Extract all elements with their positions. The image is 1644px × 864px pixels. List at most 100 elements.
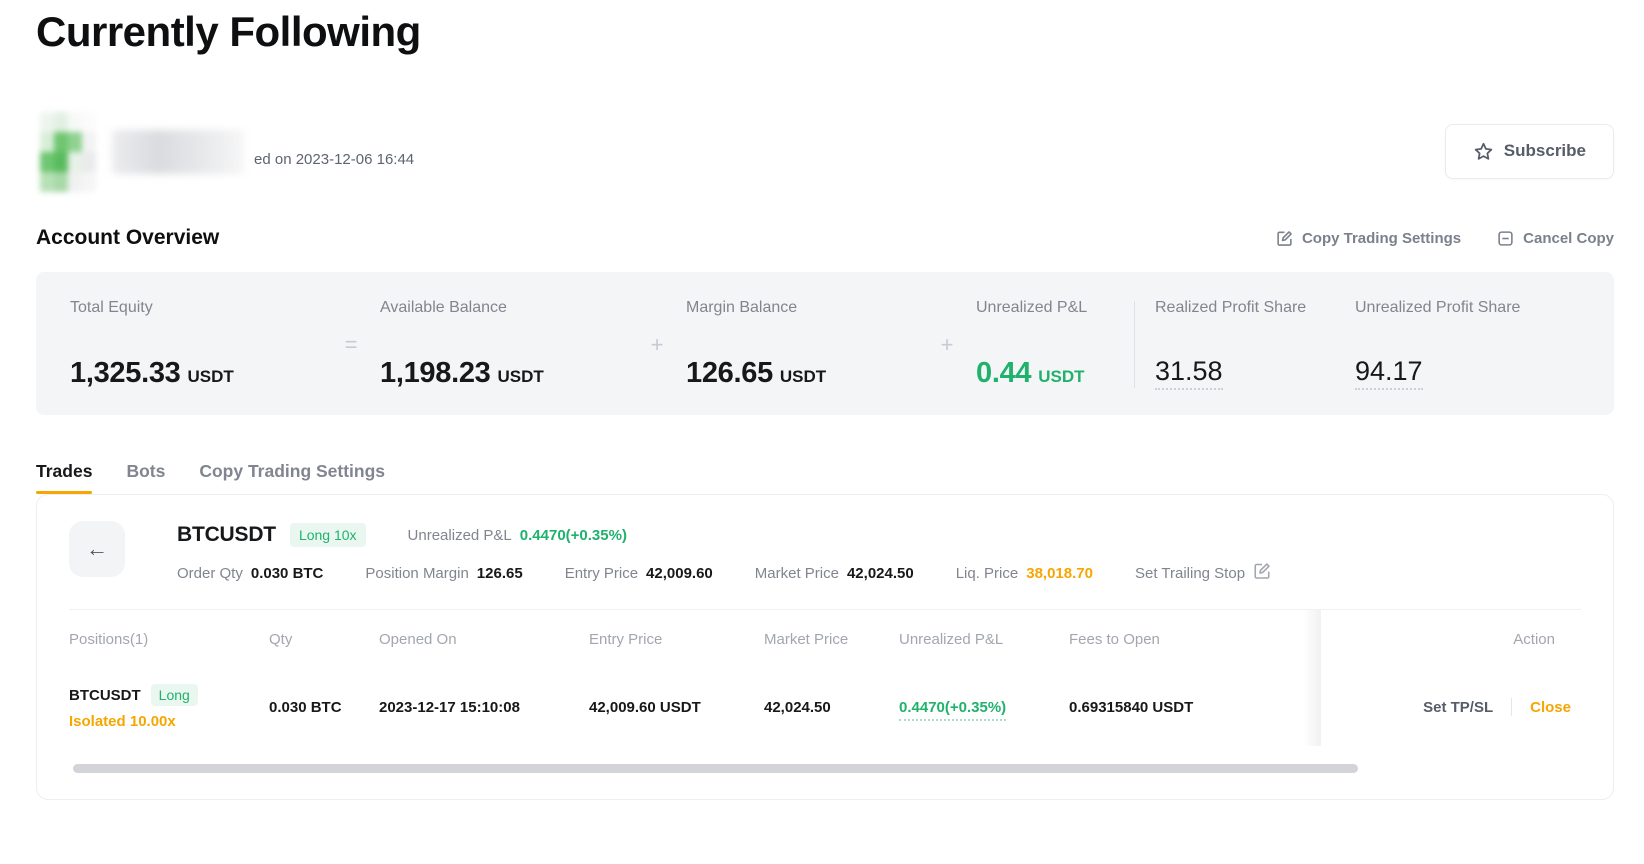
tab-label: Copy Trading Settings [199,461,386,481]
detail-value: 126.65 [476,565,523,582]
detail-entry-price: Entry Price 42,009.60 [565,565,713,582]
subscribe-label: Subscribe [1503,141,1586,160]
unrealized-pnl-label: Unrealized P&L [407,526,512,544]
stat-unit: USDT [1038,367,1085,386]
set-trailing-stop-link[interactable]: Set Trailing Stop [1135,562,1271,585]
stat-value: 1,198.23 [380,357,491,389]
content-tabs: Trades Bots Copy Trading Settings [36,461,1614,494]
page: Currently Following ed on 2023-12-06 16:… [36,8,1614,800]
trader-identity: ed on 2023-12-06 16:44 [36,110,414,192]
detail-liq-price: Liq. Price 38,018.70 [956,565,1093,582]
stat-value: 0.44 [976,357,1032,389]
column-header-positions: Positions(1) [69,630,149,648]
stat-value: 126.65 [686,357,773,389]
stat-label: Unrealized Profit Share [1355,299,1521,316]
active-tab-underline [36,491,93,494]
stat-unrealized-pnl: Unrealized P&L 0.44 USDT [976,299,1128,390]
stat-value-tooltip[interactable]: 31.58 [1155,358,1223,390]
cancel-copy-label: Cancel Copy [1523,229,1614,247]
stat-label: Realized Profit Share [1155,299,1307,316]
tab-bots[interactable]: Bots [126,461,165,494]
plus-operator: + [650,331,664,357]
trade-summary-body: BTCUSDT Long 10x Unrealized P&L 0.4470(+… [177,521,1271,585]
horizontal-scrollbar [73,764,1581,773]
card-divider [69,609,1581,610]
stat-total-equity: Total Equity 1,325.33 USDT [70,299,322,390]
market-price-cell: 42,024.50 [764,698,831,716]
side-badge: Long [150,684,198,706]
trades-card: ← BTCUSDT Long 10x Unrealized P&L 0.4470… [36,494,1614,800]
detail-value: 42,024.50 [846,565,914,582]
stat-label: Unrealized P&L [976,299,1088,316]
column-header-unrealized-pnl: Unrealized P&L [899,630,1004,648]
scrollbar-thumb[interactable] [73,764,1358,773]
unrealized-pnl-value[interactable]: 0.4470(+0.35%) [899,698,1007,721]
stat-unit: USDT [187,367,234,386]
page-title: Currently Following [36,8,421,55]
detail-label: Entry Price [564,565,639,582]
trader-avatar[interactable] [40,112,96,192]
set-trailing-stop-label: Set Trailing Stop [1134,565,1246,582]
cancel-copy-link[interactable]: Cancel Copy [1497,230,1614,247]
detail-value: 0.030 BTC [250,565,324,582]
detail-label: Liq. Price [955,565,1019,582]
tab-label: Bots [126,461,166,481]
trader-name-blurred [112,130,244,174]
detail-market-price: Market Price 42,024.50 [755,565,914,582]
edit-square-icon [1276,230,1293,247]
symbol-title: BTCUSDT [177,523,276,546]
column-header-opened-on: Opened On [379,630,457,648]
stat-label: Available Balance [380,299,507,316]
arrow-left-icon: ← [86,536,108,561]
trader-profile-row: ed on 2023-12-06 16:44 Subscribe [36,110,1614,192]
position-row: BTCUSDT Long Isolated 10.00x 0.030 BTC 2… [69,668,1581,746]
unrealized-pnl-value: 0.4470(+0.35%) [519,526,627,544]
stat-value-tooltip[interactable]: 94.17 [1355,358,1423,390]
close-position-button[interactable]: Close [1530,698,1571,716]
set-tpsl-button[interactable]: Set TP/SL [1423,698,1494,716]
stat-label: Margin Balance [686,299,798,316]
detail-order-qty: Order Qty 0.030 BTC [177,565,323,582]
trade-summary-header: ← BTCUSDT Long 10x Unrealized P&L 0.4470… [37,495,1613,605]
action-cell: Set TP/SL Close [1321,698,1581,716]
margin-mode-label: Isolated 10.00x [69,713,176,730]
star-icon [1473,141,1494,162]
copy-trading-settings-link[interactable]: Copy Trading Settings [1276,230,1461,247]
stat-unrealized-profit-share: Unrealized Profit Share 94.17 [1355,299,1555,390]
stat-unit: USDT [497,367,544,386]
edit-square-icon [1253,562,1271,585]
plus-operator: + [940,331,954,357]
stat-label: Total Equity [70,299,153,316]
column-header-market-price: Market Price [764,630,849,648]
equals-operator: = [344,331,358,357]
detail-label: Position Margin [365,565,469,582]
minus-square-icon [1497,230,1514,247]
stat-margin-balance: Margin Balance 126.65 USDT [686,299,918,390]
tab-trades[interactable]: Trades [36,461,93,494]
account-overview-title: Account Overview [36,226,220,249]
column-header-action: Action [1513,630,1555,648]
stat-available-balance: Available Balance 1,198.23 USDT [380,299,628,390]
detail-position-margin: Position Margin 126.65 [365,565,522,582]
account-stats-panel: Total Equity 1,325.33 USDT = Available Ba… [36,272,1614,415]
opened-on-cell: 2023-12-17 15:10:08 [379,698,520,716]
stat-unit: USDT [779,367,827,386]
detail-value: 42,009.60 [646,565,713,582]
tab-label: Trades [36,461,93,481]
detail-label: Order Qty [177,565,243,582]
positions-table-header: Positions(1) Qty Opened On Entry Price M… [69,610,1581,668]
qty-cell: 0.030 BTC [269,698,342,716]
back-button[interactable]: ← [69,521,125,577]
action-divider [1511,698,1513,716]
tab-copy-trading-settings[interactable]: Copy Trading Settings [199,461,385,494]
column-header-fees-to-open: Fees to Open [1069,630,1160,648]
fees-to-open-cell: 0.69315840 USDT [1069,698,1194,716]
detail-label: Market Price [754,565,839,582]
symbol-cell: BTCUSDT Long Isolated 10.00x [69,684,269,730]
stat-realized-profit-share: Realized Profit Share 31.58 [1155,299,1337,390]
stat-value: 1,325.33 [70,357,181,389]
subscribe-button[interactable]: Subscribe [1444,123,1614,179]
row-symbol: BTCUSDT [69,686,141,704]
stats-divider [1134,301,1135,388]
entry-price-cell: 42,009.60 USDT [589,698,701,716]
